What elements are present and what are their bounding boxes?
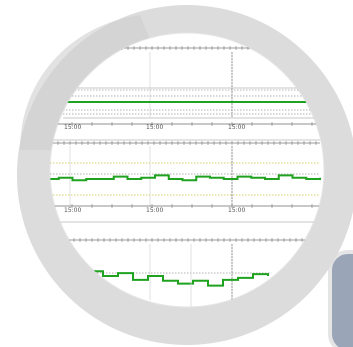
chart-3-trace (88, 270, 269, 287)
tick-label: 15:00 (146, 207, 163, 214)
chart-2-trace (50, 174, 321, 182)
tick-label: 15:00 (228, 124, 245, 131)
zoomed-chart-area: 15:00 15:00 15:00 15:00 15:00 15:00 (50, 46, 321, 307)
tick-label: 15:00 (228, 207, 245, 214)
tick-label: 15:00 (64, 124, 81, 131)
tick-marks-2 (51, 141, 317, 145)
magnifier-lens-icon (16, 5, 353, 345)
chart-panel-2: 15:00 15:00 15:00 (50, 139, 321, 214)
tick-label: 15:00 (146, 124, 163, 131)
tick-label: 15:00 (64, 207, 81, 214)
chart-panel-1: 15:00 15:00 15:00 (50, 46, 320, 131)
chart-panel-3 (50, 221, 321, 307)
tick-marks-3 (61, 238, 321, 242)
background-window-edge (328, 250, 353, 347)
